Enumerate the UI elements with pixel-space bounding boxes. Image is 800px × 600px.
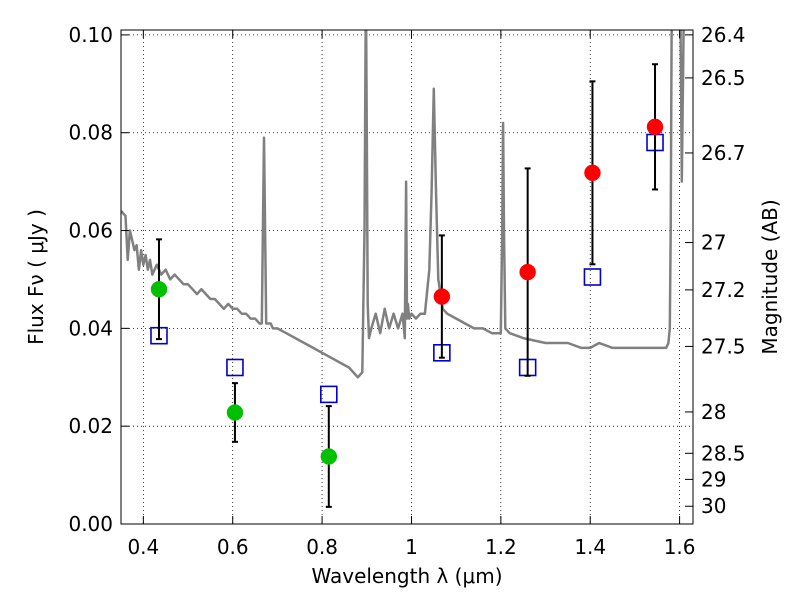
right-tick-label-4: 27.2 bbox=[701, 278, 746, 302]
right-tick-label-0: 26.4 bbox=[701, 23, 746, 47]
plot-frame bbox=[120, 29, 694, 525]
plot-data bbox=[121, 30, 685, 508]
x-tick-label-0: 0.4 bbox=[127, 535, 159, 559]
right-tick-label-8: 29 bbox=[701, 467, 726, 491]
observed-point-3-2 bbox=[584, 164, 601, 182]
x-tick-label-5: 1.4 bbox=[574, 535, 606, 559]
right-tick-label-9: 30 bbox=[701, 494, 726, 518]
right-tick-label-6: 28 bbox=[701, 400, 726, 424]
right-tick-label-3: 27 bbox=[701, 231, 726, 255]
observed-point-3-3 bbox=[646, 118, 664, 136]
x-tick-label-1: 0.6 bbox=[217, 535, 249, 559]
y-tick-label-5: 0.10 bbox=[68, 23, 113, 47]
right-tick-label-5: 27.5 bbox=[701, 334, 746, 358]
model-square-2 bbox=[319, 385, 338, 404]
observed-point-2-0 bbox=[150, 280, 168, 298]
x-axis-title: Wavelength λ (μm) bbox=[311, 564, 502, 588]
axes: 0.4 0.6 0.8 1 1.2 1.4 1.6 0.00 0.02 0.04 0.06 0.08 0… bbox=[68, 23, 745, 559]
observed-point-3-1 bbox=[519, 263, 536, 281]
observed-point-2-1 bbox=[226, 404, 244, 421]
model-square-1 bbox=[226, 358, 244, 377]
y-tick-label-3: 0.06 bbox=[68, 219, 113, 243]
x-tick-label-4: 1.2 bbox=[485, 535, 517, 559]
model-square-5 bbox=[583, 268, 602, 286]
y-tick-label-1: 0.02 bbox=[68, 414, 113, 438]
observed-point-2-2 bbox=[320, 448, 338, 465]
x-tick-label-2: 0.8 bbox=[306, 535, 338, 559]
spectrum-line bbox=[121, 30, 685, 379]
grid-lines bbox=[121, 30, 693, 524]
right-tick-label-2: 26.7 bbox=[701, 141, 746, 165]
observed-point-3-0 bbox=[433, 288, 451, 305]
x-tick-label-3: 1 bbox=[405, 535, 418, 559]
y-tick-label-4: 0.08 bbox=[68, 121, 113, 145]
right-axis-title: Magnitude (AB) bbox=[758, 199, 782, 354]
y-tick-label-2: 0.04 bbox=[68, 316, 113, 340]
right-tick-label-1: 26.5 bbox=[701, 66, 746, 90]
x-tick-label-6: 1.6 bbox=[664, 535, 696, 559]
right-tick-label-7: 28.5 bbox=[701, 441, 746, 465]
y-tick-label-0: 0.00 bbox=[68, 512, 113, 536]
y-axis-title: Flux Fν ( μJy ) bbox=[24, 209, 48, 345]
